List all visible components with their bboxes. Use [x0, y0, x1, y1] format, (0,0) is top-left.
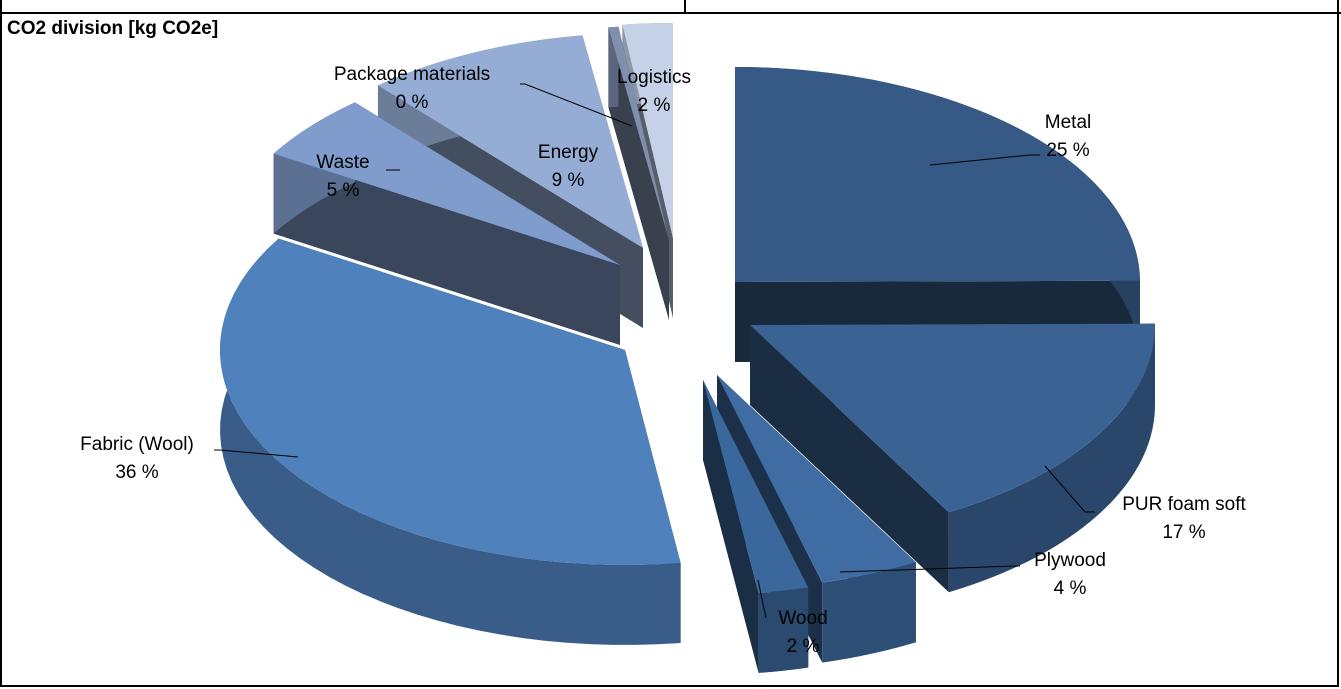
slice-outer-wall — [758, 587, 809, 673]
pct-waste: 5 % — [327, 180, 360, 201]
slice-outer-wall — [948, 323, 1155, 593]
slice-side-wall — [273, 153, 620, 345]
leader-line-pur-foam-soft — [1044, 465, 1095, 513]
pct-fabric-wool-: 36 % — [115, 462, 158, 483]
slice-top-face — [622, 23, 673, 238]
label-wood: Wood — [778, 608, 827, 629]
pct-pur-foam-soft: 17 % — [1162, 522, 1205, 543]
label-package-materials: Package materials — [334, 64, 490, 85]
label-metal: Metal — [1045, 112, 1091, 133]
leader-line-fabric-wool- — [214, 449, 299, 458]
slice-top-face — [608, 26, 669, 241]
label-pur-foam-soft: PUR foam soft — [1122, 494, 1246, 515]
pct-plywood: 4 % — [1054, 578, 1087, 599]
slice-side-wall — [750, 325, 949, 593]
pie-slice-wood — [703, 380, 809, 673]
label-fabric-wool-: Fabric (Wool) — [80, 434, 194, 455]
pie-slice-fabric-wool- — [219, 238, 681, 645]
pie-slice-package-materials — [608, 26, 669, 321]
label-logistics: Logistics — [617, 67, 691, 88]
table-top-border — [0, 12, 1341, 14]
pie-slice-waste — [273, 102, 620, 345]
slice-top-face — [703, 380, 809, 593]
slice-top-face — [735, 67, 1140, 282]
slice-top-face — [750, 323, 1155, 513]
chart-title: CO2 division [kg CO2e] — [7, 18, 219, 39]
slice-side-wall — [703, 380, 759, 673]
slice-outer-wall — [822, 562, 916, 663]
slice-outer-wall — [220, 238, 681, 645]
leader-line-plywood — [839, 565, 1020, 573]
leader-line-package-materials — [520, 83, 633, 127]
pie-slice-pur-foam-soft — [750, 323, 1155, 593]
leader-line-wood — [757, 579, 767, 619]
label-waste: Waste — [316, 152, 369, 173]
slice-top-face — [717, 375, 916, 583]
pct-metal: 25 % — [1046, 140, 1089, 161]
label-plywood: Plywood — [1034, 550, 1106, 571]
slice-top-face — [273, 102, 620, 265]
pct-package-materials: 0 % — [396, 92, 429, 113]
leader-line-metal — [929, 154, 1040, 166]
slice-top-face — [219, 238, 681, 566]
label-energy: Energy — [538, 142, 599, 163]
slice-top-face — [377, 35, 643, 249]
pct-energy: 9 % — [552, 170, 585, 191]
pct-wood: 2 % — [787, 636, 820, 657]
pct-logistics: 2 % — [638, 95, 671, 116]
